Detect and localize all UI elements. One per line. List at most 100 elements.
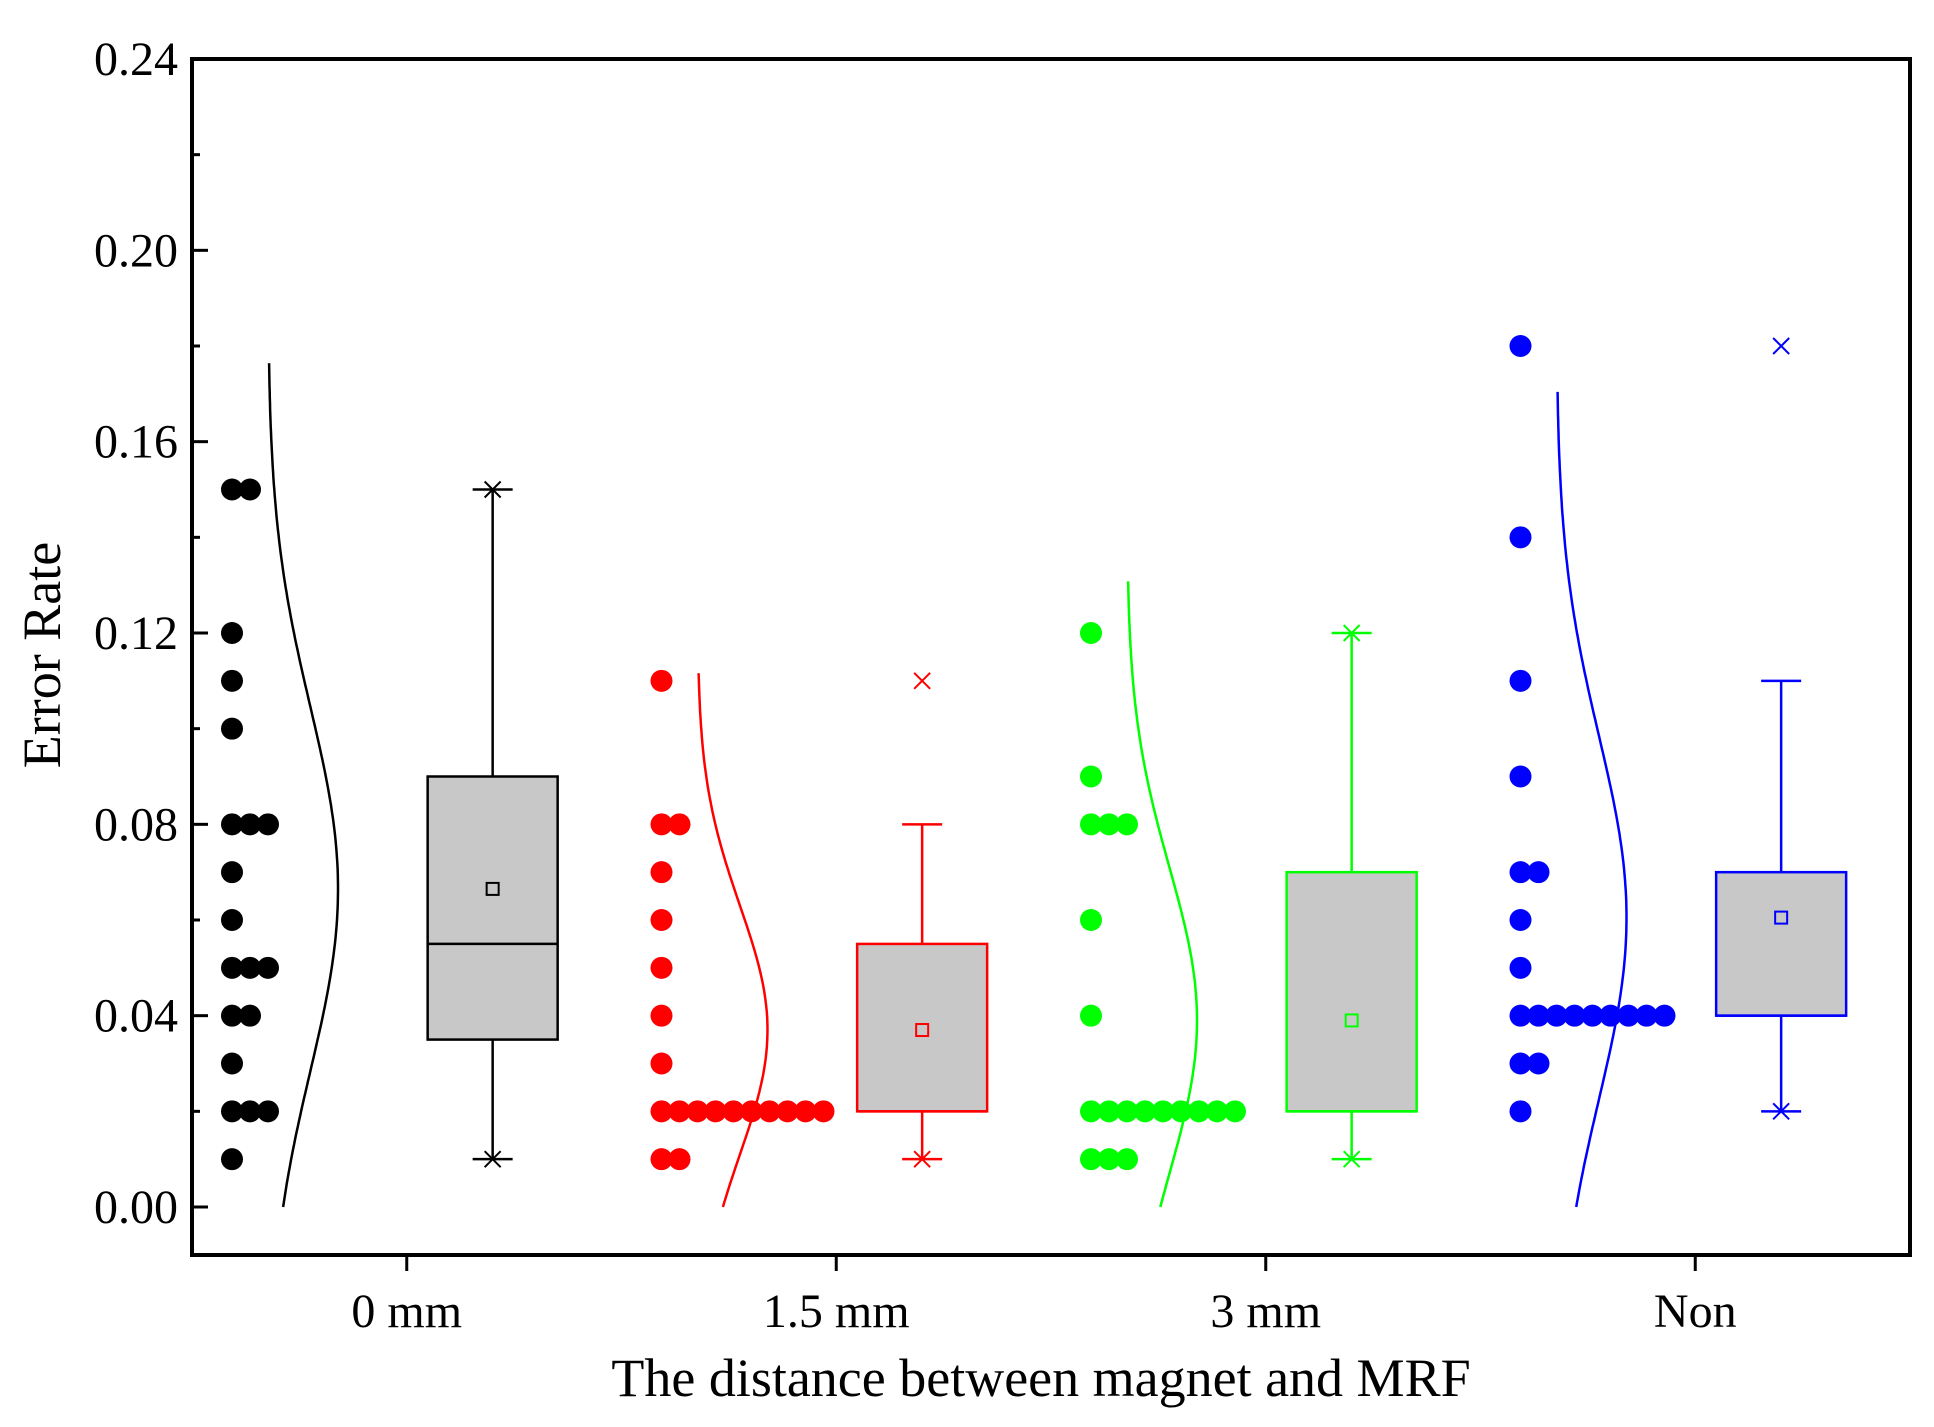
data-point [239,813,261,836]
data-point [812,1100,835,1123]
data-point [1527,861,1550,884]
data-point [650,1100,673,1123]
minmax-marker [913,1150,931,1168]
minmax-marker [1342,1150,1361,1168]
series-group-1 [650,669,989,1208]
data-point [1563,1004,1586,1027]
data-point [722,1100,745,1123]
data-point [1188,1100,1210,1123]
data-point [1617,1004,1640,1027]
data-point [1080,1004,1102,1027]
data-point [257,1100,279,1123]
data-point [650,956,673,979]
data-point [1224,1100,1246,1123]
data-point [221,622,243,644]
data-point [239,478,261,501]
data-point [1080,765,1102,788]
data-point [1545,1004,1568,1027]
data-point [650,1052,673,1075]
data-point [1509,1004,1532,1027]
x-tick-label: 3 mm [1210,1285,1321,1338]
data-point [668,813,691,836]
data-point [1509,669,1532,692]
data-point [1581,1004,1604,1027]
axis-layer: 0.00 0.04 0.08 0.12 0.16 0.20 0.24 0 mm 1.5 mm 3 … [94,33,1737,1338]
data-point [650,909,673,931]
data-point [1509,861,1532,884]
box [1285,870,1418,1113]
data-point [221,478,243,501]
data-point [650,813,673,836]
data-point [221,813,243,836]
mean-marker [485,881,500,896]
data-point [1509,909,1532,931]
data-point [1080,1100,1102,1123]
plot-layer [221,335,1848,1208]
data-point [1509,1052,1532,1075]
minmax-marker [1772,337,1790,355]
data-point [1116,813,1138,836]
y-tick-label: 0.20 [94,224,178,277]
data-point [1098,813,1120,836]
mean-marker [1344,1013,1359,1028]
data-point [221,1148,243,1171]
y-tick-label: 0.04 [94,990,178,1043]
data-point [221,1100,243,1123]
data-point [221,717,243,740]
data-point [668,1100,691,1123]
x-tick-label: 1.5 mm [763,1285,910,1338]
data-point [221,1004,243,1027]
data-point [239,956,261,979]
data-point [221,909,243,931]
data-point [794,1100,817,1123]
density-curve [697,673,769,1208]
y-tick-label: 0.16 [94,416,178,469]
data-point [1080,813,1102,836]
data-point [1653,1004,1676,1027]
data-point [221,861,243,884]
data-point [239,1004,261,1027]
data-point [650,669,673,692]
data-point [239,1100,261,1123]
y-axis-title: Error Rate [12,542,72,768]
data-point [1098,1148,1120,1171]
x-axis-title: The distance between magnet and MRF [611,1348,1470,1408]
data-point [1527,1052,1550,1075]
data-point [257,956,279,979]
minmax-marker [913,672,931,690]
plot-frame [190,57,1912,1257]
data-point [1509,956,1532,979]
data-point [257,813,279,836]
density-curve [267,363,340,1208]
mean-marker [915,1023,930,1038]
data-point [1152,1100,1174,1123]
data-point [704,1100,727,1123]
data-point [650,1148,673,1171]
data-point [740,1100,763,1123]
y-tick-label: 0.08 [94,798,178,851]
data-point [758,1100,781,1123]
data-point [221,1052,243,1075]
data-point [1080,909,1102,931]
data-point [1080,622,1102,644]
x-tick-label: 0 mm [351,1285,462,1338]
series-group-0 [221,363,559,1208]
data-point [1509,765,1532,788]
data-point [1509,526,1532,549]
data-point [650,1004,673,1027]
data-point [221,669,243,692]
data-point [1116,1148,1138,1171]
box [1714,870,1848,1017]
data-point [1080,1148,1102,1171]
minmax-marker [483,1150,502,1168]
data-point [1509,1100,1532,1123]
y-tick-label: 0.12 [94,607,178,660]
data-point [776,1100,799,1123]
data-point [1116,1100,1138,1123]
data-point [1509,335,1532,357]
data-point [1527,1004,1550,1027]
minmax-marker [1772,1102,1790,1121]
x-tick-label: Non [1654,1285,1737,1338]
mean-marker [1774,910,1789,925]
